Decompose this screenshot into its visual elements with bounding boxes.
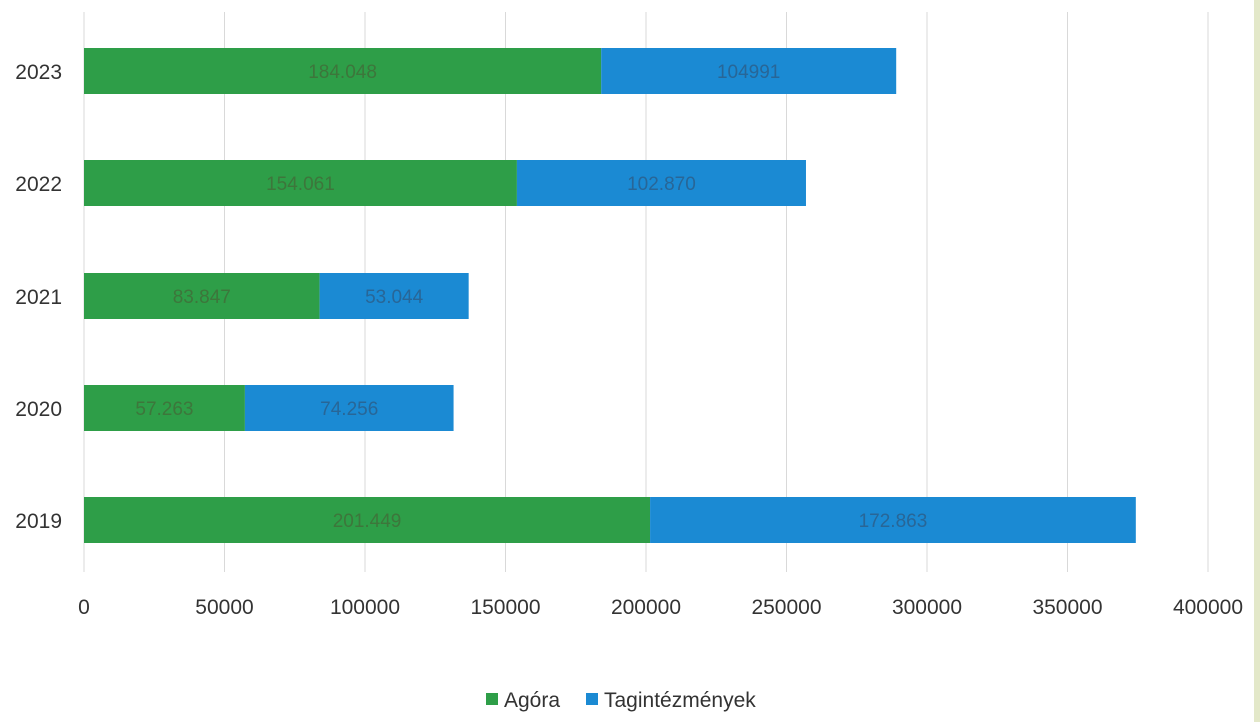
- data-label-2023-agora: 184.048: [308, 62, 377, 83]
- legend-swatch-tagintezmenyek: [586, 693, 598, 705]
- x-tick-label-100000: 100000: [330, 596, 400, 619]
- y-category-label-2021: 2021: [15, 286, 62, 309]
- y-category-label-2023: 2023: [15, 61, 62, 84]
- data-label-2023-tagintezmenyek: 104991: [717, 62, 780, 83]
- y-category-label-2022: 2022: [15, 173, 62, 196]
- data-label-2019-tagintezmenyek: 172.863: [859, 511, 928, 532]
- data-label-2021-tagintezmenyek: 53.044: [365, 287, 424, 308]
- x-tick-label-50000: 50000: [195, 596, 253, 619]
- data-label-2020-tagintezmenyek: 74.256: [320, 399, 378, 420]
- x-tick-label-150000: 150000: [470, 596, 540, 619]
- bar-2022-tagintezmenyek: [516, 160, 806, 206]
- data-label-2022-agora: 154.061: [266, 174, 335, 195]
- x-tick-label-400000: 400000: [1173, 596, 1243, 619]
- x-tick-label-0: 0: [78, 596, 90, 619]
- x-tick-label-250000: 250000: [751, 596, 821, 619]
- bar-2023-agora: [84, 48, 602, 94]
- y-category-label-2020: 2020: [15, 398, 62, 421]
- legend-label-tagintezmenyek: Tagintézmények: [604, 689, 756, 712]
- bar-2020-agora: [84, 385, 245, 431]
- page-edge: [1254, 0, 1260, 722]
- x-tick-label-300000: 300000: [892, 596, 962, 619]
- bar-2021-tagintezmenyek: [319, 273, 469, 319]
- legend-label-agora: Agóra: [504, 689, 560, 712]
- data-label-2020-agora: 57.263: [135, 399, 193, 420]
- bar-2019-agora: [84, 497, 651, 543]
- data-label-2021-agora: 83.847: [173, 287, 231, 308]
- y-category-label-2019: 2019: [15, 510, 62, 533]
- data-label-2019-agora: 201.449: [333, 511, 402, 532]
- x-tick-label-350000: 350000: [1032, 596, 1102, 619]
- bar-2021-agora: [84, 273, 320, 319]
- bar-2023-tagintezmenyek: [601, 48, 897, 94]
- data-label-2022-tagintezmenyek: 102.870: [627, 174, 696, 195]
- bar-2022-agora: [84, 160, 517, 206]
- bar-2019-tagintezmenyek: [650, 497, 1136, 543]
- x-tick-label-200000: 200000: [611, 596, 681, 619]
- legend-swatch-agora: [486, 693, 498, 705]
- bar-2020-tagintezmenyek: [244, 385, 454, 431]
